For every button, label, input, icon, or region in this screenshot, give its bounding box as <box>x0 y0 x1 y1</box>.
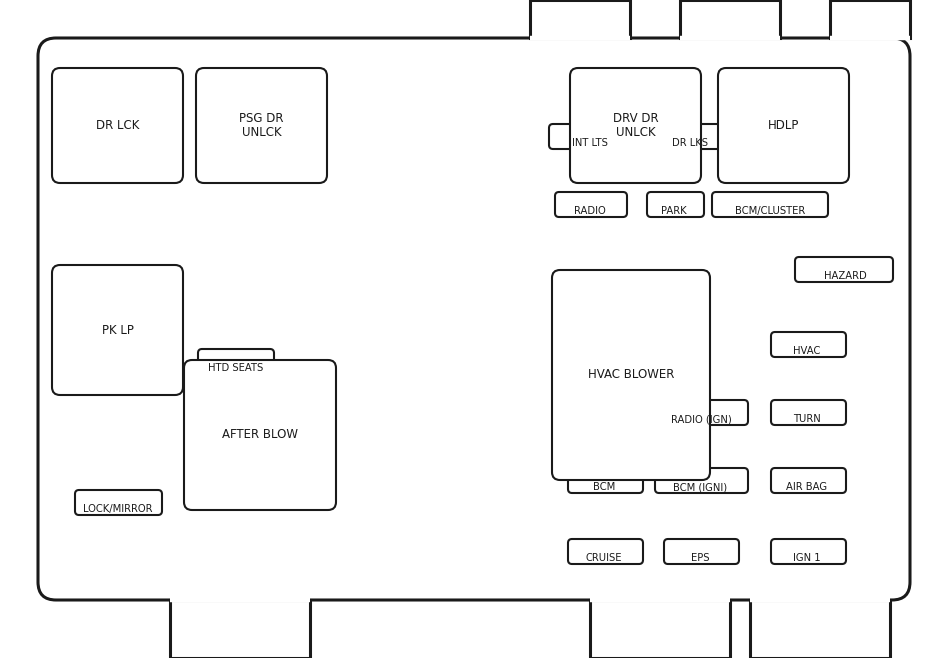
FancyBboxPatch shape <box>718 68 849 183</box>
Bar <box>680 0 780 38</box>
FancyBboxPatch shape <box>552 270 710 480</box>
Text: DR LKS: DR LKS <box>672 138 708 148</box>
Text: RADIO (IGN): RADIO (IGN) <box>670 414 731 424</box>
Text: BCM (IGNI): BCM (IGNI) <box>673 482 727 492</box>
FancyBboxPatch shape <box>52 265 183 395</box>
FancyBboxPatch shape <box>771 468 846 493</box>
Text: TURN: TURN <box>793 414 821 424</box>
Text: AFTER BLOW: AFTER BLOW <box>222 428 298 442</box>
FancyBboxPatch shape <box>655 400 748 425</box>
Text: PK LP: PK LP <box>101 324 134 336</box>
FancyBboxPatch shape <box>549 124 632 149</box>
Text: DR LCK: DR LCK <box>96 119 139 132</box>
FancyBboxPatch shape <box>655 468 748 493</box>
Text: LOCK/MIRROR: LOCK/MIRROR <box>83 504 153 514</box>
FancyBboxPatch shape <box>198 349 274 374</box>
Bar <box>530 0 630 38</box>
FancyBboxPatch shape <box>649 124 732 149</box>
Bar <box>170 600 310 658</box>
Text: HVAC: HVAC <box>793 346 821 356</box>
FancyBboxPatch shape <box>196 68 327 183</box>
Text: HTD SEATS: HTD SEATS <box>209 363 264 373</box>
Text: BCM/CLUSTER: BCM/CLUSTER <box>735 206 805 216</box>
Bar <box>830 0 910 38</box>
Text: EPS: EPS <box>691 553 709 563</box>
Text: HDLP: HDLP <box>768 119 799 132</box>
FancyBboxPatch shape <box>75 490 162 515</box>
FancyBboxPatch shape <box>184 360 336 510</box>
FancyBboxPatch shape <box>771 332 846 357</box>
FancyBboxPatch shape <box>664 539 739 564</box>
Text: PARK: PARK <box>661 206 686 216</box>
Bar <box>590 600 730 658</box>
FancyBboxPatch shape <box>570 68 701 183</box>
Text: HVAC BLOWER: HVAC BLOWER <box>588 368 674 382</box>
Bar <box>750 600 890 658</box>
FancyBboxPatch shape <box>568 468 643 493</box>
FancyBboxPatch shape <box>555 192 627 217</box>
Text: IGN 1: IGN 1 <box>793 553 821 563</box>
FancyBboxPatch shape <box>712 192 828 217</box>
Text: RADIO: RADIO <box>574 206 606 216</box>
FancyBboxPatch shape <box>38 38 910 600</box>
FancyBboxPatch shape <box>795 257 893 282</box>
Text: PSG DR
UNLCK: PSG DR UNLCK <box>239 111 283 139</box>
Text: DRV DR
UNLCK: DRV DR UNLCK <box>612 111 658 139</box>
FancyBboxPatch shape <box>52 68 183 183</box>
Text: INT LTS: INT LTS <box>572 138 608 148</box>
FancyBboxPatch shape <box>771 539 846 564</box>
FancyBboxPatch shape <box>647 192 704 217</box>
Text: AIR BAG: AIR BAG <box>787 482 828 492</box>
FancyBboxPatch shape <box>771 400 846 425</box>
FancyBboxPatch shape <box>568 539 643 564</box>
Text: BCM: BCM <box>592 482 615 492</box>
Text: CRUISE: CRUISE <box>586 553 622 563</box>
Text: HAZARD: HAZARD <box>824 271 866 281</box>
